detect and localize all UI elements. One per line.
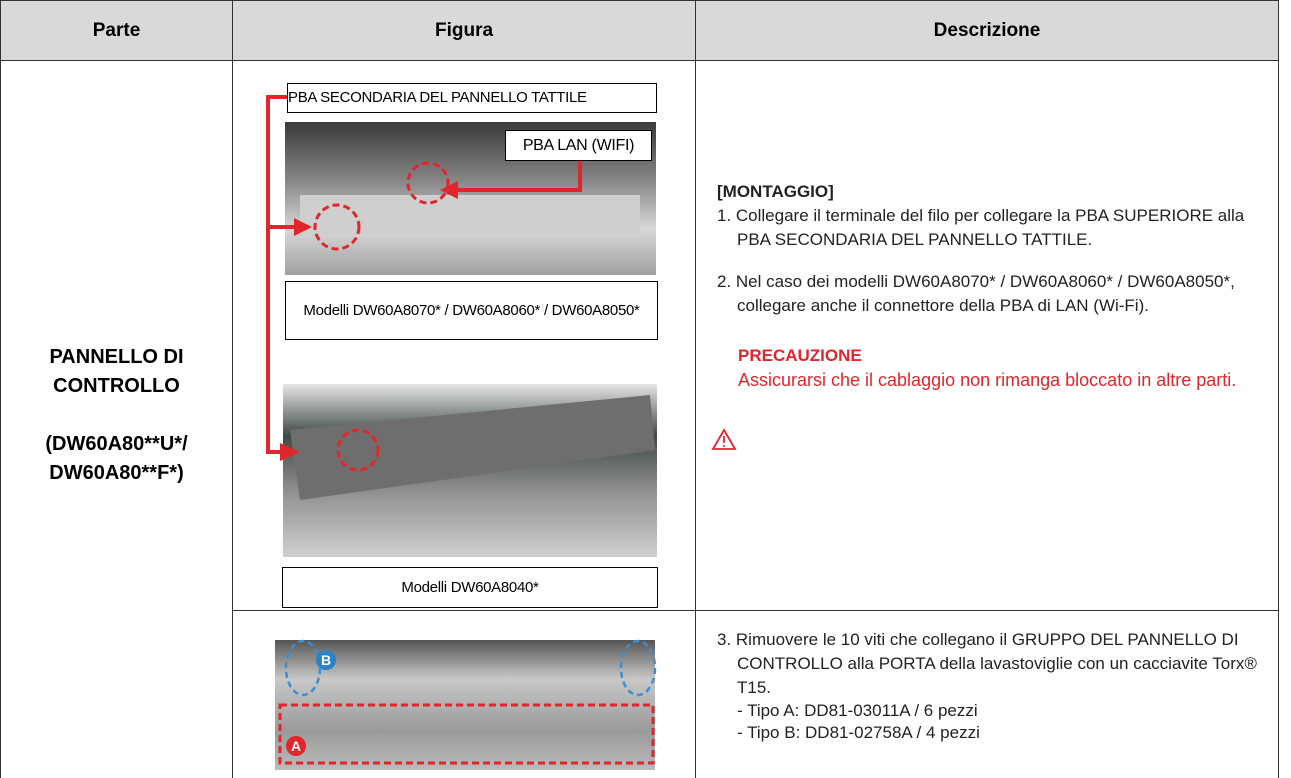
arrow-head (280, 181, 458, 461)
step: 2. Nel caso dei modelli DW60A8070* / DW6… (717, 272, 1235, 315)
header-cell: Parte (0, 0, 233, 61)
figure-label: PBA LAN (WIFI) (505, 130, 652, 161)
figure-label: Modelli DW60A8070* / DW60A8060* / DW60A8… (285, 281, 658, 340)
description: 3. Rimuovere le 10 viti che collegano il… (717, 628, 1267, 744)
figure-label: PBA SECONDARIA DEL PANNELLO TATTILE (287, 83, 657, 113)
step: 1. Collegare il terminale del filo per c… (717, 206, 1245, 249)
description: [MONTAGGIO] 1. Collegare il terminale de… (717, 180, 1267, 392)
caution-title: PRECAUZIONE (738, 346, 862, 365)
arrow (266, 95, 582, 454)
badge-label: A (291, 738, 301, 754)
badge (286, 736, 306, 756)
photo-detail (300, 195, 640, 235)
badge-label: B (321, 652, 331, 668)
step: 3. Rimuovere le 10 viti che collegano il… (717, 630, 1257, 697)
description-cell (695, 610, 1279, 778)
part-models: (DW60A80**U*/ DW60A80**F*) (45, 433, 188, 484)
header-text: Figura (434, 19, 494, 41)
header-text: Parte (92, 19, 141, 41)
warning-icon (723, 445, 725, 447)
header-cell: Descrizione (695, 0, 1279, 61)
step-detail: - Tipo A: DD81-03011A / 6 pezzi (737, 701, 978, 720)
caution-text: Assicurarsi che il cablaggio non rimanga… (738, 370, 1237, 390)
step-detail: - Tipo B: DD81-02758A / 4 pezzi (737, 723, 980, 742)
photo-detail (290, 395, 655, 500)
warning-icon (711, 428, 737, 450)
header-text: Descrizione (933, 19, 1041, 41)
part-title: PANNELLO DI CONTROLLO (49, 346, 184, 397)
badge (316, 650, 336, 670)
highlight (278, 161, 655, 765)
figure-label: Modelli DW60A8040* (282, 567, 658, 608)
section-heading: [MONTAGGIO] (717, 182, 834, 201)
